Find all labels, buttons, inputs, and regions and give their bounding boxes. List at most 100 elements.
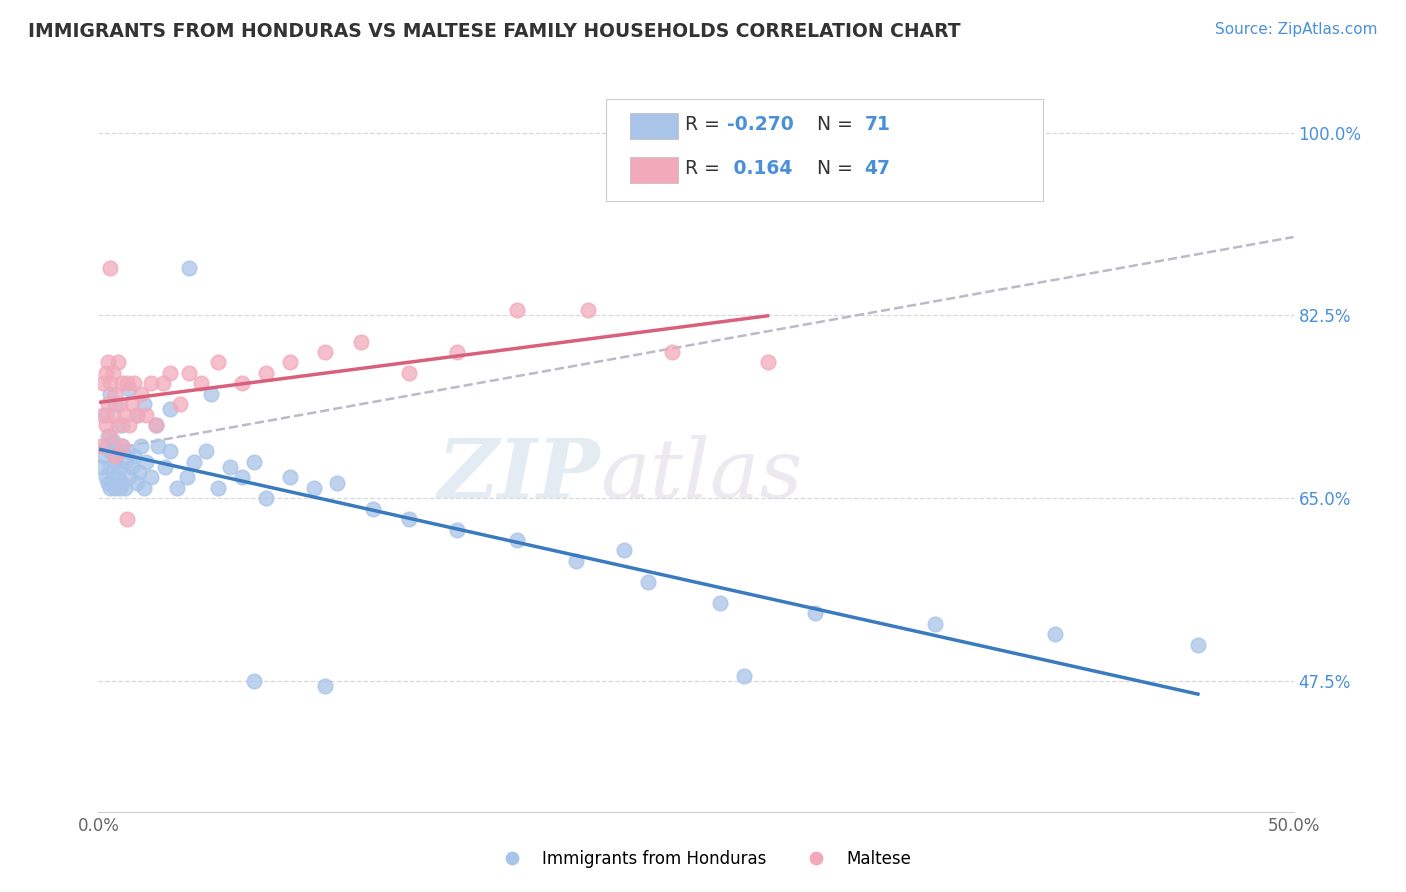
Point [148, 439, 170, 453]
Point [176, 470, 198, 484]
Point [254, 491, 277, 506]
Point [637, 574, 659, 589]
Point [125, 408, 148, 422]
Point [118, 382, 141, 396]
Point [101, 408, 124, 422]
Point [94, 408, 117, 422]
Point [132, 481, 155, 495]
FancyBboxPatch shape [606, 99, 1043, 201]
Point [124, 450, 146, 464]
Point [326, 475, 349, 490]
Point [98, 481, 122, 495]
Point [121, 459, 143, 474]
Point [219, 459, 242, 474]
Point [398, 366, 420, 380]
Point [179, 366, 201, 380]
Text: 47: 47 [865, 160, 890, 178]
Point [107, 470, 129, 484]
Point [804, 606, 827, 620]
Point [97, 397, 120, 411]
Point [207, 481, 229, 495]
Point [302, 481, 325, 495]
Point [139, 470, 162, 484]
Point [1187, 638, 1209, 652]
Point [107, 418, 129, 433]
Point [104, 397, 127, 411]
Point [94, 470, 117, 484]
Point [111, 475, 134, 490]
Point [179, 261, 201, 276]
Point [94, 418, 117, 433]
Point [98, 386, 122, 401]
Point [152, 376, 174, 391]
Point [166, 481, 188, 495]
Text: 0.164: 0.164 [727, 160, 793, 178]
Legend: Immigrants from Honduras, Maltese: Immigrants from Honduras, Maltese [488, 844, 918, 875]
Point [101, 366, 124, 380]
Point [506, 533, 529, 547]
Text: N =: N = [804, 115, 859, 135]
Point [207, 355, 229, 369]
Point [243, 455, 266, 469]
Point [114, 455, 136, 469]
Text: R =: R = [685, 115, 725, 135]
Point [114, 481, 136, 495]
Point [145, 418, 167, 433]
Point [135, 408, 157, 422]
Point [114, 408, 136, 422]
Point [90, 459, 112, 474]
Point [125, 408, 148, 422]
Point [115, 512, 138, 526]
Point [446, 523, 468, 537]
Point [111, 439, 134, 453]
Point [398, 512, 420, 526]
Text: atlas: atlas [600, 435, 803, 516]
Point [115, 376, 138, 391]
Point [128, 465, 150, 479]
Point [231, 470, 253, 484]
Point [108, 397, 131, 411]
Point [104, 481, 127, 495]
Text: IMMIGRANTS FROM HONDURAS VS MALTESE FAMILY HOUSEHOLDS CORRELATION CHART: IMMIGRANTS FROM HONDURAS VS MALTESE FAMI… [28, 22, 960, 41]
Point [108, 481, 131, 495]
Text: -0.270: -0.270 [727, 115, 794, 135]
Point [159, 402, 181, 417]
Point [118, 418, 141, 433]
Point [733, 669, 755, 683]
Point [190, 376, 212, 391]
Point [243, 674, 266, 689]
Point [94, 439, 117, 453]
Point [125, 475, 148, 490]
Point [90, 439, 112, 453]
Point [98, 459, 122, 474]
Point [506, 303, 529, 318]
Point [111, 439, 134, 453]
Point [159, 366, 181, 380]
Point [107, 355, 129, 369]
Point [315, 345, 337, 359]
Point [121, 397, 143, 411]
Point [97, 475, 120, 490]
Point [111, 376, 134, 391]
Point [111, 418, 134, 433]
Point [132, 397, 155, 411]
Point [363, 501, 385, 516]
Point [613, 543, 636, 558]
Point [756, 355, 779, 369]
Point [91, 450, 114, 464]
Point [661, 345, 683, 359]
Point [115, 444, 138, 458]
Point [131, 386, 153, 401]
Point [231, 376, 253, 391]
Point [98, 428, 122, 442]
Point [91, 408, 114, 422]
Text: 71: 71 [865, 115, 890, 135]
Point [135, 455, 157, 469]
Point [104, 450, 127, 464]
Point [101, 470, 124, 484]
Point [104, 455, 127, 469]
Point [145, 418, 167, 433]
Point [107, 444, 129, 458]
Text: N =: N = [804, 160, 859, 178]
Text: Source: ZipAtlas.com: Source: ZipAtlas.com [1215, 22, 1378, 37]
